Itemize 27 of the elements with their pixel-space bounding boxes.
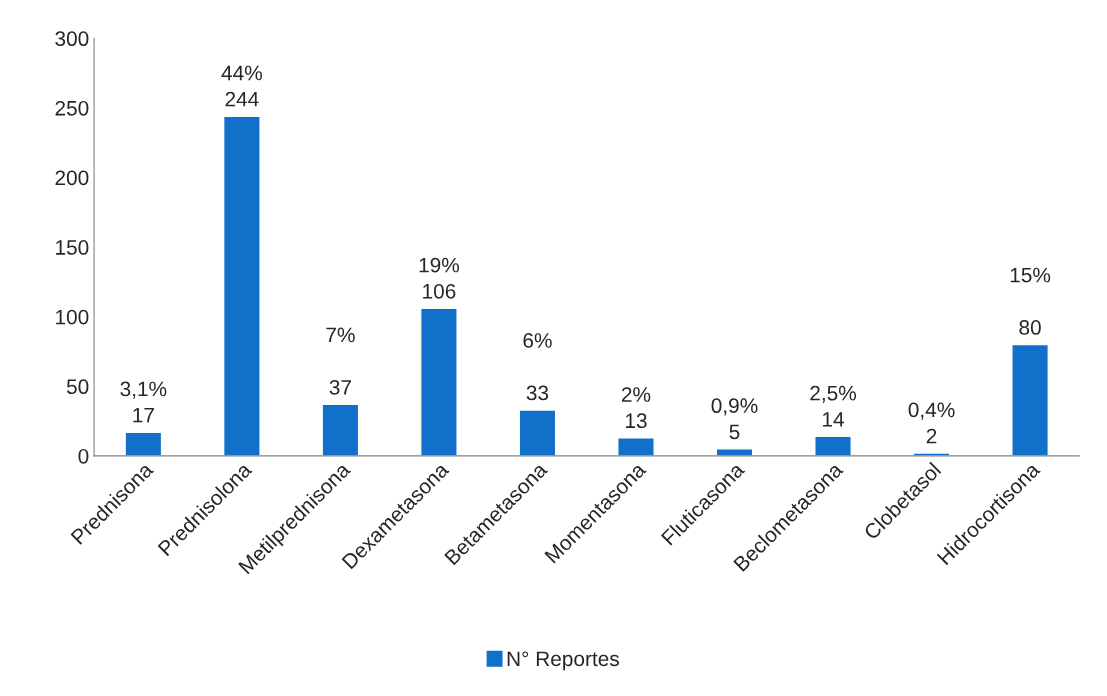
y-tick-label: 300 xyxy=(55,31,89,47)
bar xyxy=(1011,343,1049,456)
bar xyxy=(617,437,655,456)
bar xyxy=(518,409,557,456)
legend-label: N° Reportes xyxy=(507,651,619,671)
data-label: 2% 13 xyxy=(621,387,651,429)
data-label: 2,5% 14 xyxy=(810,385,857,427)
y-tick-label: 0 xyxy=(78,448,89,464)
bar xyxy=(814,435,852,456)
data-label: 0,9% 5 xyxy=(711,398,758,440)
data-label: 44% 244 xyxy=(221,65,262,107)
y-tick-label: 150 xyxy=(56,240,89,255)
y-tick-label: 200 xyxy=(55,170,89,186)
bar xyxy=(222,115,261,456)
bar xyxy=(124,431,163,456)
bar xyxy=(715,448,754,456)
bar xyxy=(321,403,360,456)
y-tick-label: 100 xyxy=(56,309,89,325)
data-label: 19% 106 xyxy=(419,257,460,299)
text: 6% 33 xyxy=(523,333,552,401)
bar xyxy=(420,307,458,456)
y-tick-label: 250 xyxy=(55,100,89,116)
y-tick-label: 50 xyxy=(66,379,89,395)
data-label: 3,1% 17 xyxy=(120,381,167,423)
text: 7% 37 xyxy=(326,327,355,395)
data-label: 0,4% 2 xyxy=(908,402,955,444)
text: 15% 80 xyxy=(1010,267,1051,335)
